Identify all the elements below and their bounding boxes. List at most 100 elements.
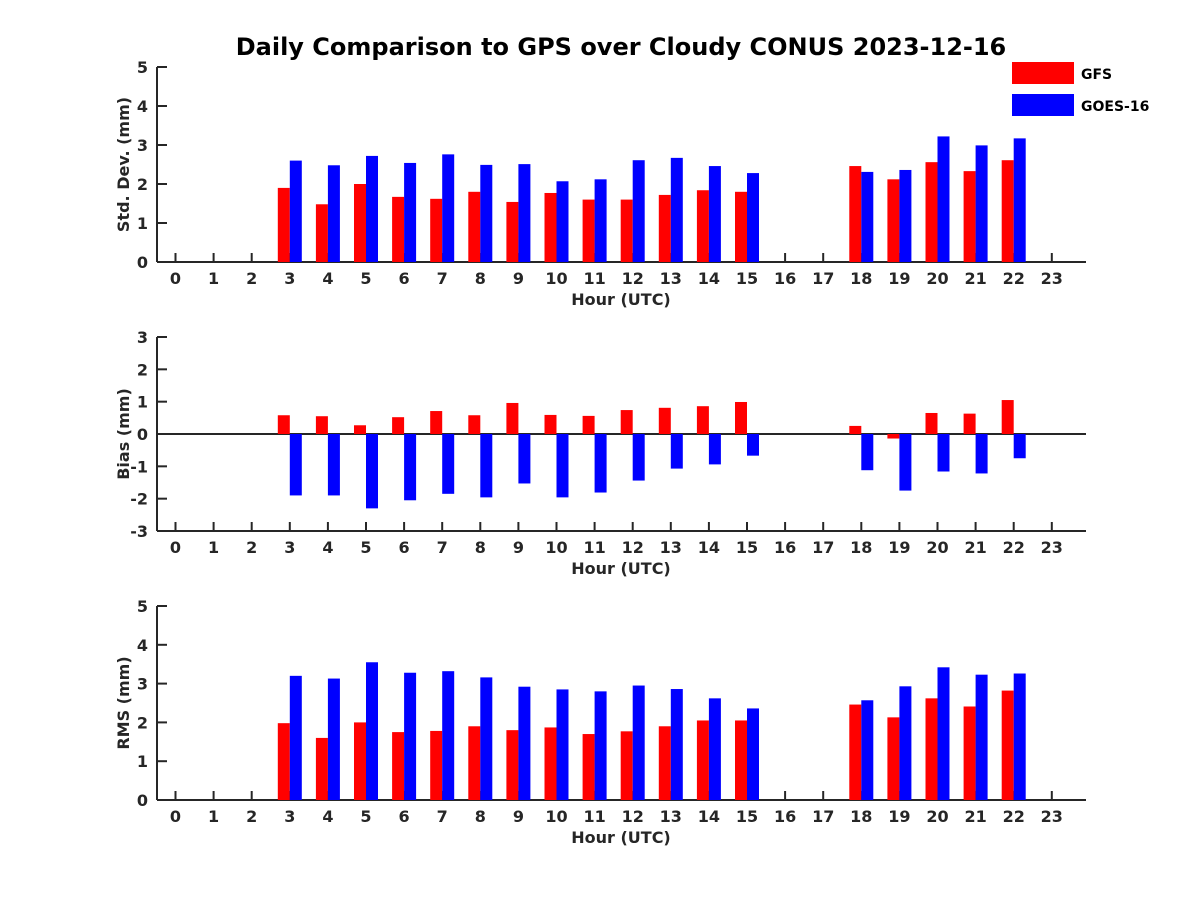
bar-gfs-hour-10 [544, 727, 557, 800]
x-tick-label: 1 [208, 538, 219, 557]
bar-goes16-hour-19 [899, 434, 912, 491]
x-tick-label: 22 [1003, 269, 1025, 288]
x-tick-label: 23 [1041, 269, 1063, 288]
legend: GFS GOES-16 [1012, 62, 1149, 116]
x-tick-label: 17 [812, 807, 834, 826]
x-tick-label: 17 [812, 538, 834, 557]
x-tick-label: 2 [246, 538, 257, 557]
bar-gfs-hour-15 [735, 191, 747, 262]
y-tick-label: 5 [137, 597, 148, 616]
bar-gfs-hour-13 [658, 407, 671, 434]
bar-gfs-hour-20 [925, 162, 938, 262]
x-tick-label: 15 [736, 807, 758, 826]
x-tick-label: 14 [698, 807, 720, 826]
bar-goes16-hour-22 [1013, 138, 1026, 262]
x-tick-label: 2 [246, 807, 257, 826]
y-tick-label: 1 [137, 214, 148, 233]
x-axis-label: Hour (UTC) [571, 559, 671, 578]
x-tick-label: 16 [774, 807, 796, 826]
bar-goes16-hour-14 [708, 434, 721, 465]
bar-goes16-hour-9 [518, 686, 531, 800]
x-tick-label: 13 [660, 538, 682, 557]
y-tick-label: 5 [137, 58, 148, 77]
x-tick-label: 5 [360, 269, 371, 288]
bar-gfs-hour-22 [1001, 400, 1014, 434]
x-axis-label: Hour (UTC) [571, 290, 671, 309]
y-axis-label: Bias (mm) [114, 388, 133, 480]
y-tick-label: -3 [130, 522, 148, 541]
bar-goes16-hour-7 [442, 434, 455, 494]
x-tick-label: 4 [322, 538, 333, 557]
bar-gfs-hour-12 [620, 410, 633, 434]
y-tick-label: 1 [137, 393, 148, 412]
bar-goes16-hour-13 [670, 689, 683, 800]
y-tick-label: 3 [137, 675, 148, 694]
bar-goes16-hour-18 [861, 171, 874, 262]
legend-label-gfs: GFS [1081, 67, 1112, 83]
x-tick-label: 5 [360, 538, 371, 557]
bar-goes16-hour-7 [442, 154, 455, 262]
bar-gfs-hour-3 [277, 415, 290, 434]
x-tick-label: 8 [475, 269, 486, 288]
bar-gfs-hour-21 [963, 413, 976, 434]
bar-gfs-hour-4 [315, 416, 328, 434]
bar-goes16-hour-12 [632, 160, 645, 262]
bar-goes16-hour-4 [327, 165, 340, 262]
bar-goes16-hour-4 [327, 678, 340, 800]
x-tick-label: 0 [170, 807, 181, 826]
x-tick-label: 5 [360, 807, 371, 826]
bar-goes16-hour-19 [899, 686, 912, 800]
bar-goes16-hour-3 [289, 434, 302, 496]
bar-gfs-hour-5 [354, 722, 366, 800]
bar-goes16-hour-18 [861, 700, 874, 800]
bar-gfs-hour-14 [696, 720, 709, 800]
bar-goes16-hour-5 [366, 155, 378, 262]
y-tick-label: 0 [137, 425, 148, 444]
bar-goes16-hour-10 [556, 181, 569, 262]
bar-gfs-hour-15 [735, 720, 747, 800]
x-tick-label: 13 [660, 807, 682, 826]
bar-gfs-hour-3 [277, 723, 290, 800]
bar-gfs-hour-5 [354, 425, 366, 434]
x-tick-label: 19 [888, 538, 910, 557]
x-tick-label: 19 [888, 269, 910, 288]
y-tick-label: 0 [137, 791, 148, 810]
bar-gfs-hour-7 [430, 411, 443, 434]
x-tick-label: 12 [622, 538, 644, 557]
bar-goes16-hour-14 [708, 166, 721, 262]
bar-goes16-hour-8 [480, 164, 493, 262]
bar-goes16-hour-15 [747, 173, 759, 262]
x-tick-label: 9 [513, 807, 524, 826]
bar-gfs-hour-5 [354, 184, 366, 262]
x-tick-label: 10 [545, 807, 567, 826]
x-tick-label: 8 [475, 538, 486, 557]
bar-goes16-hour-8 [480, 677, 493, 800]
y-tick-label: -1 [130, 457, 148, 476]
bar-goes16-hour-21 [975, 145, 988, 262]
legend-label-goes16: GOES-16 [1081, 99, 1149, 115]
x-tick-label: 6 [399, 538, 410, 557]
bar-goes16-hour-5 [366, 434, 378, 509]
bar-goes16-hour-6 [404, 434, 417, 501]
bar-goes16-hour-11 [594, 691, 607, 800]
bar-goes16-hour-20 [937, 136, 950, 262]
x-tick-label: 7 [437, 269, 448, 288]
bar-goes16-hour-14 [708, 698, 721, 800]
bar-gfs-hour-8 [468, 191, 481, 262]
x-tick-label: 18 [850, 538, 872, 557]
bar-goes16-hour-11 [594, 179, 607, 262]
bar-goes16-hour-5 [366, 662, 378, 800]
x-tick-label: 3 [284, 269, 295, 288]
bar-gfs-hour-12 [620, 199, 633, 262]
bar-gfs-hour-4 [315, 204, 328, 262]
x-tick-label: 22 [1003, 538, 1025, 557]
bar-goes16-hour-22 [1013, 673, 1026, 800]
y-tick-label: 1 [137, 752, 148, 771]
bar-gfs-hour-6 [392, 417, 405, 434]
bar-goes16-hour-4 [327, 434, 340, 496]
bar-gfs-hour-15 [735, 401, 747, 434]
bar-goes16-hour-22 [1013, 434, 1026, 459]
bar-goes16-hour-15 [747, 434, 759, 456]
